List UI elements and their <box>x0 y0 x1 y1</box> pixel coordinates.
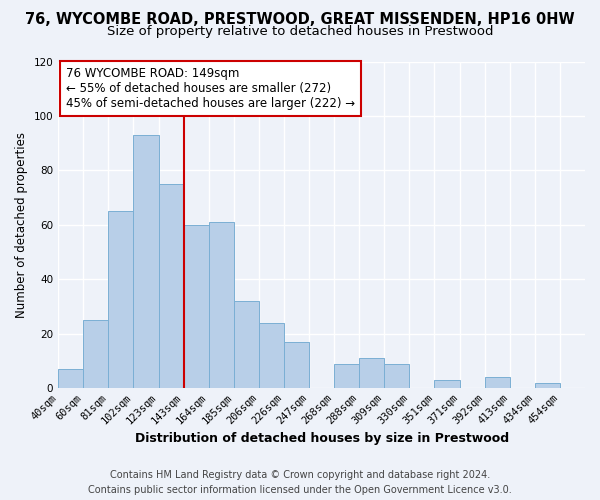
Y-axis label: Number of detached properties: Number of detached properties <box>15 132 28 318</box>
Bar <box>259 322 284 388</box>
Bar <box>109 211 133 388</box>
Bar <box>385 364 409 388</box>
Bar <box>158 184 184 388</box>
Bar <box>58 369 83 388</box>
Text: 76 WYCOMBE ROAD: 149sqm
← 55% of detached houses are smaller (272)
45% of semi-d: 76 WYCOMBE ROAD: 149sqm ← 55% of detache… <box>65 67 355 110</box>
Text: Size of property relative to detached houses in Prestwood: Size of property relative to detached ho… <box>107 25 493 38</box>
Bar <box>485 377 510 388</box>
Bar <box>434 380 460 388</box>
Bar <box>334 364 359 388</box>
Bar <box>535 382 560 388</box>
Text: Contains HM Land Registry data © Crown copyright and database right 2024.
Contai: Contains HM Land Registry data © Crown c… <box>88 470 512 495</box>
Bar <box>234 301 259 388</box>
Bar <box>209 222 234 388</box>
Bar <box>359 358 385 388</box>
Text: 76, WYCOMBE ROAD, PRESTWOOD, GREAT MISSENDEN, HP16 0HW: 76, WYCOMBE ROAD, PRESTWOOD, GREAT MISSE… <box>25 12 575 28</box>
Bar <box>284 342 309 388</box>
X-axis label: Distribution of detached houses by size in Prestwood: Distribution of detached houses by size … <box>134 432 509 445</box>
Bar <box>133 135 158 388</box>
Bar <box>184 224 209 388</box>
Bar <box>83 320 109 388</box>
